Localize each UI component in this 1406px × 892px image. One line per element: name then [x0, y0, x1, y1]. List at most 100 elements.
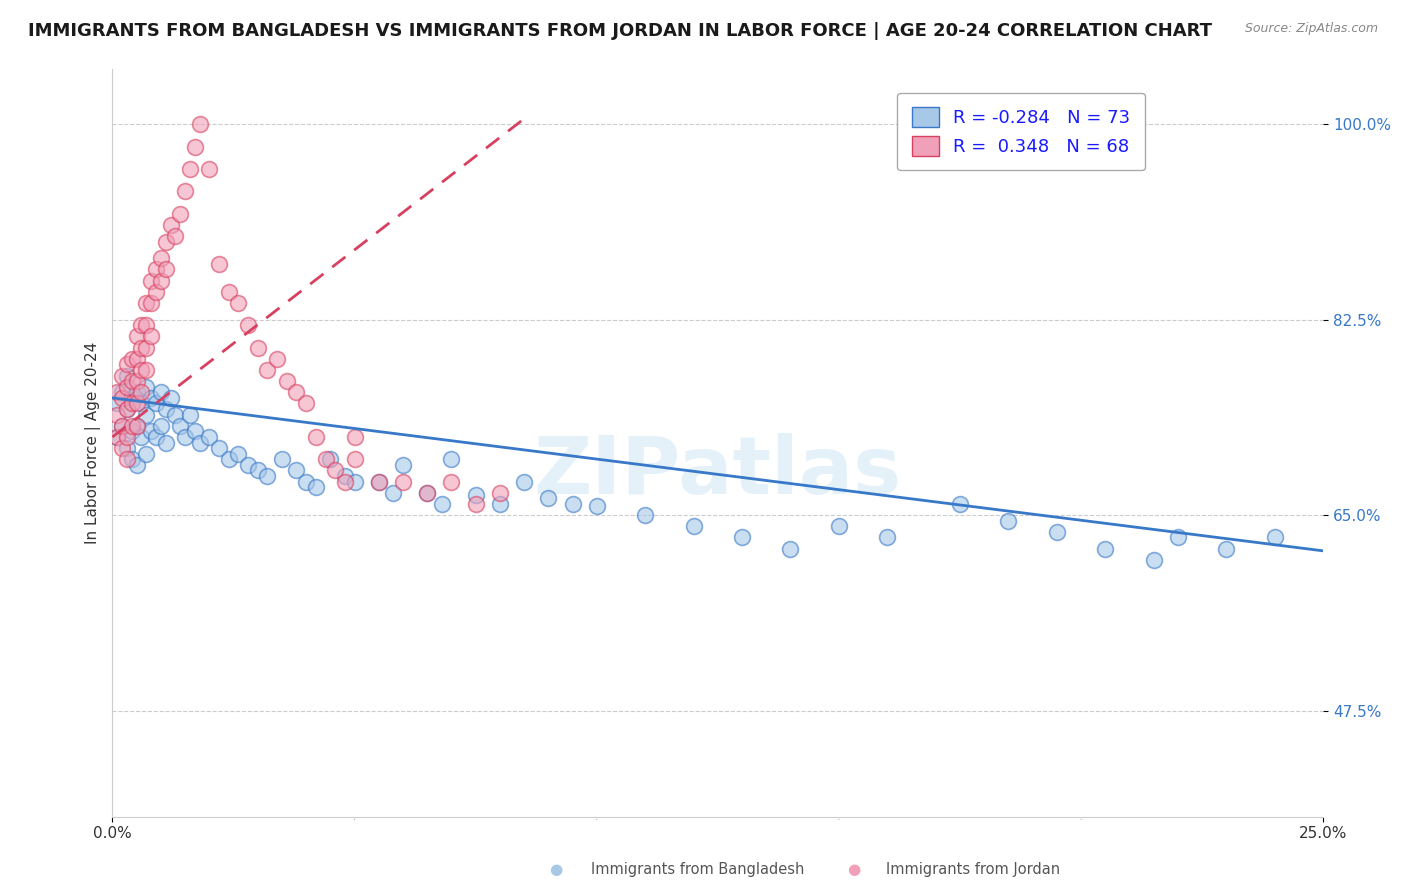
Point — [115, 430, 138, 444]
Point — [218, 452, 240, 467]
Point — [165, 229, 187, 244]
Point — [155, 402, 177, 417]
Point — [111, 418, 134, 433]
Point — [131, 318, 153, 333]
Legend: R = -0.284   N = 73, R =  0.348   N = 68: R = -0.284 N = 73, R = 0.348 N = 68 — [897, 93, 1144, 170]
Point — [585, 499, 607, 513]
Point — [135, 408, 157, 422]
Point — [1264, 531, 1286, 545]
Point — [125, 418, 148, 433]
Point — [295, 396, 318, 410]
Point — [115, 402, 138, 417]
Point — [131, 385, 153, 400]
Point — [125, 458, 148, 472]
Point — [537, 491, 560, 506]
Point — [115, 358, 138, 372]
Point — [149, 252, 172, 266]
Point — [343, 430, 366, 444]
Text: Source: ZipAtlas.com: Source: ZipAtlas.com — [1244, 22, 1378, 36]
Point — [634, 508, 657, 523]
Point — [105, 430, 128, 444]
Point — [165, 408, 187, 422]
Point — [121, 391, 143, 405]
Point — [159, 391, 181, 405]
Point — [416, 485, 439, 500]
Point — [315, 452, 337, 467]
Point — [236, 458, 259, 472]
Point — [949, 497, 972, 511]
Point — [184, 139, 207, 153]
Point — [333, 469, 356, 483]
Point — [367, 475, 389, 489]
Point — [440, 452, 463, 467]
Point — [115, 368, 138, 383]
Point — [145, 396, 167, 410]
Point — [1046, 524, 1069, 539]
Point — [141, 296, 163, 310]
Point — [105, 385, 128, 400]
Point — [218, 285, 240, 299]
Point — [135, 447, 157, 461]
Point — [131, 396, 153, 410]
Point — [430, 497, 453, 511]
Point — [125, 418, 148, 433]
Point — [174, 185, 197, 199]
Point — [111, 441, 134, 455]
Point — [382, 485, 405, 500]
Point — [169, 418, 191, 433]
Point — [188, 435, 211, 450]
Point — [135, 380, 157, 394]
Point — [682, 519, 704, 533]
Point — [115, 380, 138, 394]
Point — [105, 430, 128, 444]
Point — [333, 475, 356, 489]
Point — [323, 463, 346, 477]
Point — [236, 318, 259, 333]
Point — [208, 257, 231, 271]
Point — [111, 391, 134, 405]
Point — [125, 374, 148, 388]
Point — [285, 463, 308, 477]
Point — [343, 452, 366, 467]
Y-axis label: In Labor Force | Age 20-24: In Labor Force | Age 20-24 — [86, 342, 101, 544]
Point — [141, 391, 163, 405]
Text: ●: ● — [846, 863, 860, 877]
Point — [135, 341, 157, 355]
Point — [105, 408, 128, 422]
Point — [115, 452, 138, 467]
Point — [343, 475, 366, 489]
Point — [121, 351, 143, 366]
Point — [179, 408, 201, 422]
Point — [392, 458, 415, 472]
Point — [367, 475, 389, 489]
Point — [149, 385, 172, 400]
Point — [256, 363, 278, 377]
Point — [131, 341, 153, 355]
Point — [731, 531, 754, 545]
Point — [111, 418, 134, 433]
Point — [440, 475, 463, 489]
Point — [271, 452, 294, 467]
Point — [246, 341, 269, 355]
Point — [179, 161, 201, 176]
Point — [125, 351, 148, 366]
Point — [125, 396, 148, 410]
Text: ●: ● — [548, 863, 562, 877]
Text: IMMIGRANTS FROM BANGLADESH VS IMMIGRANTS FROM JORDAN IN LABOR FORCE | AGE 20-24 : IMMIGRANTS FROM BANGLADESH VS IMMIGRANTS… — [28, 22, 1212, 40]
Point — [159, 218, 181, 232]
Point — [198, 430, 221, 444]
Point — [174, 430, 197, 444]
Point — [121, 396, 143, 410]
Point — [115, 402, 138, 417]
Point — [155, 435, 177, 450]
Point — [416, 485, 439, 500]
Point — [305, 430, 328, 444]
Point — [489, 497, 512, 511]
Point — [131, 363, 153, 377]
Point — [228, 296, 250, 310]
Point — [1094, 541, 1116, 556]
Point — [141, 425, 163, 439]
Point — [828, 519, 851, 533]
Point — [228, 447, 250, 461]
Point — [121, 374, 143, 388]
